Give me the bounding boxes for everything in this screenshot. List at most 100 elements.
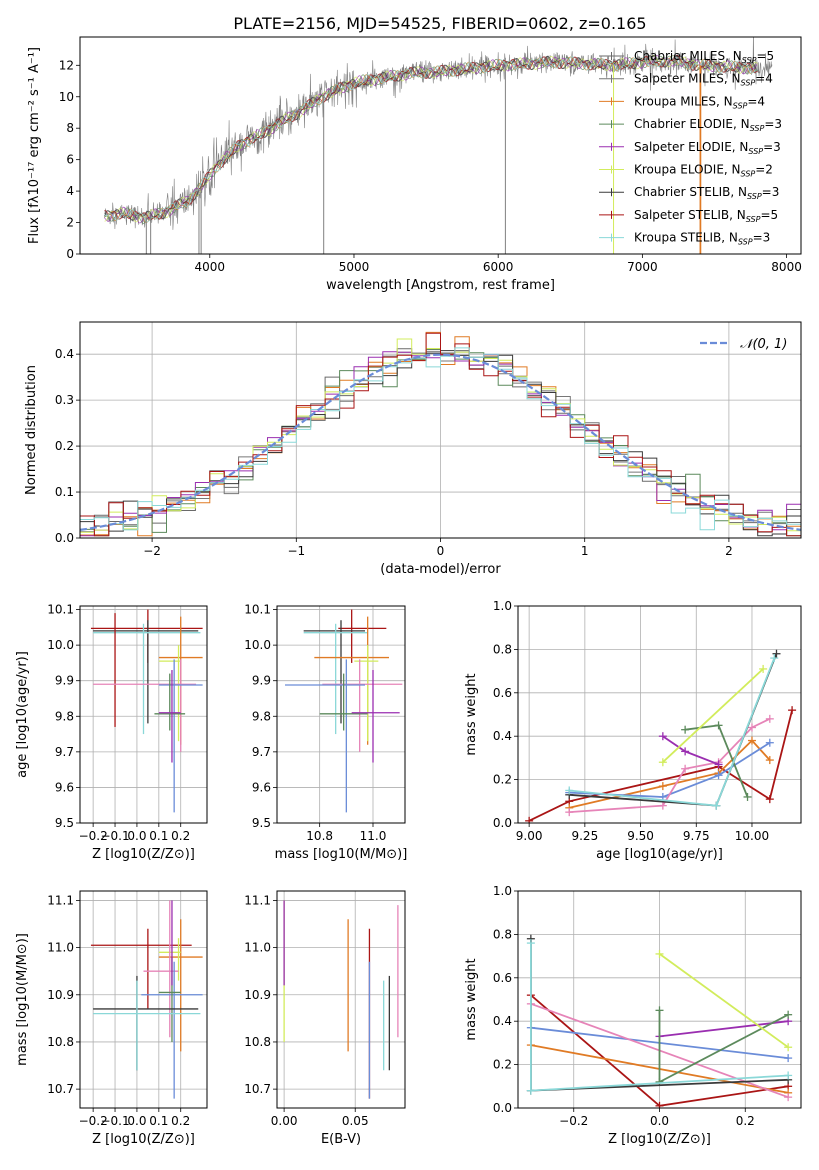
- legend-suffix: =3: [762, 185, 780, 199]
- model-spectrum-5: [104, 55, 759, 223]
- axes-frame: [517, 605, 802, 824]
- x-tick-label: 0.2: [736, 1114, 755, 1128]
- residual-histogram-panel: −2 −1 0 1 2 0.0 0.1 0.2 0.3 0.4 (data-model)/error…: [24, 321, 802, 577]
- axes-frame: [79, 36, 802, 255]
- legend-suffix: =3: [753, 231, 771, 245]
- legend-entry: 𝒩(0, 1): [740, 337, 787, 352]
- legend-suffix: =5: [760, 208, 778, 222]
- axes-frame: [276, 605, 406, 824]
- axes-frame: [79, 605, 208, 824]
- legend-suffix: =3: [764, 117, 782, 131]
- y-tick-label: 0.0: [493, 1101, 512, 1115]
- histogram-series-8: [80, 347, 801, 538]
- plot-area: [526, 934, 793, 1108]
- y-tick-label: 9.5: [55, 816, 74, 830]
- y-tick-label: 1.0: [493, 884, 512, 898]
- y-axis-label: Normed distribution: [24, 365, 39, 495]
- x-tick-label: 5000: [339, 260, 370, 274]
- x-tick-label: 9.00: [516, 829, 543, 843]
- weight-series-3: [569, 717, 771, 813]
- y-tick-label: 0.3: [55, 393, 74, 407]
- axes-frame: [276, 890, 406, 1109]
- y-tick-label: 0.4: [55, 347, 74, 361]
- legend-subscript: SSP: [741, 79, 756, 88]
- y-tick-label: 11.0: [47, 941, 74, 955]
- y-tick-label: 1.0: [493, 599, 512, 613]
- weight-series-4: [659, 1020, 789, 1038]
- y-tick-label: 0.2: [493, 773, 512, 787]
- x-tick-label: −0.1: [100, 829, 129, 843]
- legend-suffix: =3: [763, 140, 781, 154]
- legend-suffix: =4: [755, 72, 773, 86]
- x-tick-label: −2: [143, 544, 161, 558]
- y-tick-label: 9.5: [252, 816, 271, 830]
- y-tick-label: 9.8: [55, 709, 74, 723]
- x-tick-label: 0.0: [127, 1114, 146, 1128]
- x-tick-label: 4000: [195, 260, 226, 274]
- y-tick-label: 9.9: [55, 674, 74, 688]
- y-axis-label: age [log10(age/yr)]: [15, 651, 30, 778]
- y-axis-label: Flux [fλ10⁻¹⁷ erg cm⁻² s⁻¹ A⁻¹]: [27, 47, 42, 244]
- y-tick-label: 11.1: [47, 893, 74, 907]
- mass-weight-vs-metallicity-panel: −0.2 0.0 0.2 0.0 0.2 0.4 0.6 0.8 1.0 Z [log10(Z/Z…: [464, 884, 802, 1147]
- x-axis-label: Z [log10(Z/Z⊙)]: [608, 1132, 711, 1147]
- x-axis-label: (data-model)/error: [380, 562, 501, 577]
- y-tick-label: 0.4: [493, 729, 512, 743]
- x-tick-label: 0.0: [650, 1114, 669, 1128]
- y-tick-label: 0: [66, 247, 74, 261]
- y-tick-label: 0.6: [493, 686, 512, 700]
- legend-entry: Chabrier STELIB, NSSP=3: [634, 185, 779, 201]
- legend-entry: Kroupa ELODIE, NSSP=2: [634, 163, 773, 179]
- y-tick-label: 10.1: [244, 603, 271, 617]
- y-tick-label: 0.2: [493, 1058, 512, 1072]
- y-axis-label: mass weight: [464, 958, 479, 1040]
- x-tick-label: 0: [437, 544, 445, 558]
- x-tick-label: 0.2: [171, 829, 190, 843]
- x-tick-label: 1: [581, 544, 589, 558]
- x-tick-label: 9.75: [683, 829, 710, 843]
- x-tick-label: 11.0: [360, 829, 387, 843]
- legend-entry: Kroupa MILES, NSSP=4: [634, 94, 765, 110]
- y-tick-label: 0.0: [493, 816, 512, 830]
- x-tick-label: 0.0: [127, 829, 146, 843]
- y-tick-label: 11.0: [244, 941, 271, 955]
- legend-subscript: SSP: [742, 56, 757, 65]
- legend-subscript: SSP: [748, 147, 763, 156]
- y-tick-label: 0.1: [55, 485, 74, 499]
- model-spectrum-8: [104, 54, 758, 223]
- legend-subscript: SSP: [733, 101, 748, 110]
- x-axis-label: Z [log10(Z/Z⊙)]: [92, 1132, 195, 1147]
- mass-weight-vs-age-panel: 9.00 9.25 9.50 9.75 10.00 0.0 0.2 0.4 0.6 0.8 1.0 a…: [464, 599, 802, 862]
- axes-frame: [79, 890, 208, 1109]
- x-axis-label: E(B-V): [321, 1132, 361, 1147]
- x-tick-label: 6000: [483, 260, 514, 274]
- plot-area: [283, 900, 399, 1099]
- legend-subscript: SSP: [746, 215, 761, 224]
- x-axis-label: wavelength [Angstrom, rest frame]: [326, 278, 555, 293]
- x-tick-label: 9.50: [627, 829, 654, 843]
- x-tick-label: 9.25: [571, 829, 598, 843]
- y-tick-label: 10.8: [47, 1035, 74, 1049]
- y-tick-label: 9.9: [252, 674, 271, 688]
- y-tick-label: 0.8: [493, 927, 512, 941]
- x-tick-label: −0.2: [79, 1114, 108, 1128]
- x-tick-label: 10.8: [306, 829, 333, 843]
- x-tick-label: 0.2: [171, 1114, 190, 1128]
- legend-entry: Salpeter ELODIE, NSSP=3: [634, 140, 781, 156]
- legend-subscript: SSP: [738, 238, 753, 247]
- legend-entry: Salpeter MILES, NSSP=4: [634, 72, 773, 88]
- y-tick-label: 10.0: [244, 638, 271, 652]
- x-axis-label: mass [log10(M/M⊙)]: [275, 847, 408, 862]
- y-axis-label: mass [log10(M/M⊙)]: [15, 933, 30, 1066]
- x-tick-label: 0.1: [149, 1114, 168, 1128]
- y-tick-label: 2: [66, 216, 74, 230]
- y-tick-label: 10.9: [244, 988, 271, 1002]
- x-axis-label: age [log10(age/yr)]: [596, 847, 723, 862]
- y-tick-label: 0.6: [493, 971, 512, 985]
- plot-area: [525, 649, 797, 823]
- weight-series-4: [662, 735, 719, 766]
- legend-suffix: =5: [756, 49, 774, 63]
- y-tick-label: 10.0: [47, 638, 74, 652]
- x-tick-label: 10.00: [735, 829, 769, 843]
